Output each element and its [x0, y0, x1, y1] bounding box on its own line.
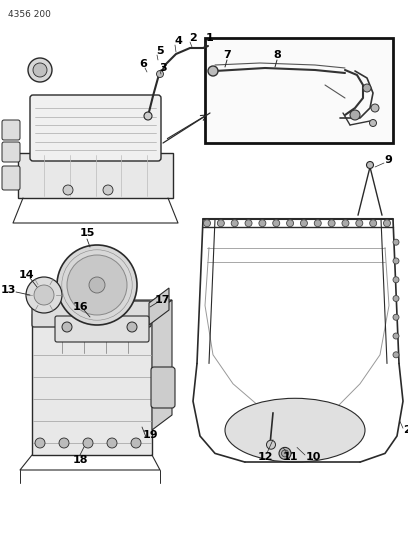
Text: 9: 9	[384, 155, 392, 165]
Circle shape	[356, 220, 363, 227]
Circle shape	[83, 438, 93, 448]
FancyBboxPatch shape	[55, 316, 149, 342]
Bar	[205, 38, 393, 143]
Polygon shape	[152, 300, 172, 430]
Circle shape	[63, 185, 73, 195]
Circle shape	[231, 220, 238, 227]
Circle shape	[342, 220, 349, 227]
Text: 18: 18	[72, 455, 88, 465]
Text: 4356 200: 4356 200	[8, 10, 51, 19]
Text: 6: 6	[139, 59, 147, 69]
Text: 8: 8	[273, 50, 281, 60]
Circle shape	[107, 438, 117, 448]
Circle shape	[370, 220, 377, 227]
Circle shape	[371, 104, 379, 112]
Circle shape	[245, 220, 252, 227]
Text: 15: 15	[79, 228, 95, 238]
Circle shape	[26, 277, 62, 313]
Circle shape	[314, 220, 321, 227]
Text: 4: 4	[174, 36, 182, 46]
Circle shape	[28, 58, 52, 82]
Ellipse shape	[225, 398, 365, 462]
Circle shape	[204, 220, 211, 227]
Circle shape	[393, 333, 399, 339]
Circle shape	[266, 440, 275, 449]
Circle shape	[393, 239, 399, 245]
Circle shape	[144, 112, 152, 120]
Text: 1: 1	[206, 33, 214, 43]
Text: 20: 20	[404, 425, 408, 435]
Circle shape	[59, 438, 69, 448]
Text: 16: 16	[72, 302, 88, 312]
Circle shape	[62, 322, 72, 332]
Circle shape	[393, 277, 399, 282]
Circle shape	[393, 295, 399, 302]
Text: 12: 12	[257, 452, 273, 462]
FancyBboxPatch shape	[2, 142, 20, 162]
Circle shape	[328, 220, 335, 227]
FancyBboxPatch shape	[2, 120, 20, 140]
Text: 5: 5	[156, 46, 164, 56]
Circle shape	[282, 450, 288, 457]
Circle shape	[157, 70, 164, 77]
FancyBboxPatch shape	[2, 166, 20, 190]
Text: 11: 11	[282, 452, 298, 462]
Circle shape	[384, 220, 390, 227]
Circle shape	[393, 314, 399, 320]
Circle shape	[393, 258, 399, 264]
Circle shape	[208, 66, 218, 76]
Circle shape	[366, 161, 373, 168]
Circle shape	[127, 322, 137, 332]
Circle shape	[279, 447, 291, 459]
Circle shape	[67, 255, 127, 315]
Circle shape	[57, 245, 137, 325]
Circle shape	[89, 277, 105, 293]
Text: 14: 14	[18, 270, 34, 280]
Polygon shape	[149, 288, 169, 325]
Text: 17: 17	[154, 295, 170, 305]
Circle shape	[259, 220, 266, 227]
Circle shape	[103, 185, 113, 195]
Text: 3: 3	[159, 63, 167, 73]
Circle shape	[286, 220, 294, 227]
Circle shape	[35, 438, 45, 448]
FancyBboxPatch shape	[30, 95, 161, 161]
Text: 10: 10	[305, 452, 321, 462]
Text: 19: 19	[142, 430, 158, 440]
Circle shape	[217, 220, 224, 227]
Circle shape	[33, 63, 47, 77]
FancyBboxPatch shape	[151, 367, 175, 408]
Polygon shape	[32, 300, 172, 315]
Circle shape	[370, 119, 377, 126]
Text: 13: 13	[0, 285, 16, 295]
Circle shape	[300, 220, 307, 227]
Circle shape	[350, 110, 360, 120]
Circle shape	[34, 285, 54, 305]
Circle shape	[363, 84, 371, 92]
Circle shape	[131, 438, 141, 448]
FancyBboxPatch shape	[18, 153, 173, 198]
Text: 7: 7	[223, 50, 231, 60]
FancyBboxPatch shape	[32, 301, 151, 327]
Circle shape	[273, 220, 280, 227]
Circle shape	[393, 352, 399, 358]
FancyBboxPatch shape	[32, 315, 152, 455]
Text: 2: 2	[189, 33, 197, 43]
